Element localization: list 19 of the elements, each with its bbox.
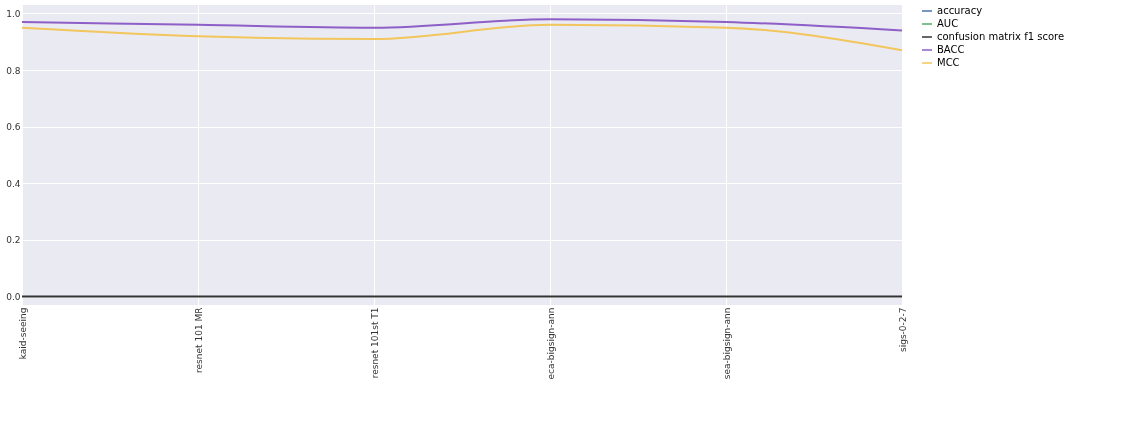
x-tick-label: sea-bigsign-ann (721, 307, 732, 380)
legend-label: AUC (937, 18, 959, 29)
x-tick-label: resnet 101 MR (193, 307, 204, 373)
line-series (21, 23, 903, 52)
y-tick-label: 0.0 (6, 292, 21, 303)
y-tick-label: 0.2 (6, 235, 21, 246)
legend-label: BACC (937, 44, 965, 55)
y-tick-label: 0.8 (6, 65, 21, 76)
line-series (21, 18, 903, 32)
legend-label: MCC (937, 57, 960, 68)
x-tick-label: eca-bigsign-ann (545, 307, 556, 380)
legend-label: accuracy (937, 5, 983, 16)
x-tick-label: kaid-seeing (17, 307, 28, 360)
legend-label: confusion matrix f1 score (937, 31, 1065, 42)
y-tick-label: 0.4 (6, 178, 21, 189)
x-tick-label: resnet 101st T1 (369, 307, 380, 379)
y-tick-label: 1.0 (6, 8, 21, 19)
y-tick-label: 0.6 (6, 122, 21, 133)
x-tick-label: sigs-0-2-7 (897, 307, 908, 353)
